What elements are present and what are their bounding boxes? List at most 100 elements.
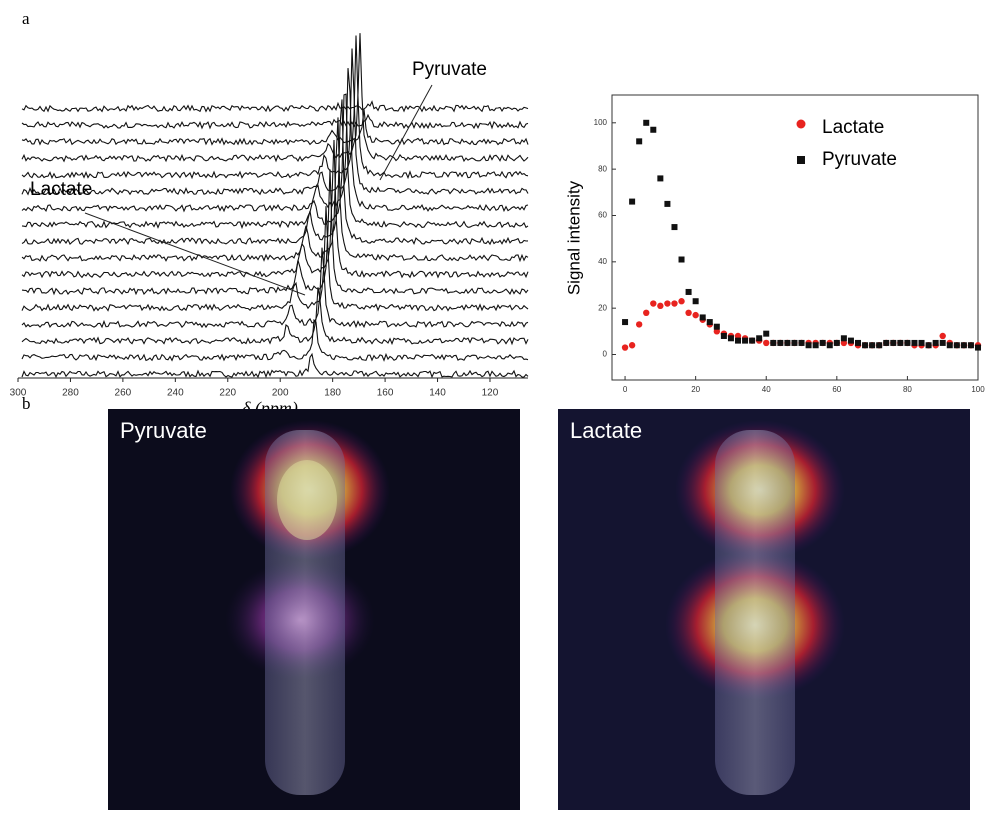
point: [960, 342, 967, 349]
spectrum-trace: [21, 169, 529, 296]
point: [628, 342, 636, 349]
point: [784, 339, 791, 346]
point: [706, 319, 713, 326]
point: [883, 339, 890, 346]
x-tick-label: 0: [623, 385, 628, 394]
panel-label: b: [22, 394, 31, 413]
point: [734, 332, 742, 340]
x-tick-label: 240: [167, 388, 184, 399]
legend-marker: [797, 156, 805, 164]
plot-frame: [611, 94, 979, 381]
point: [869, 342, 876, 349]
y-tick-label: 60: [598, 211, 607, 220]
spectrum-trace: [21, 206, 529, 312]
point: [664, 200, 671, 207]
mri-image: Pyruvate: [108, 409, 520, 810]
point: [678, 256, 685, 263]
point: [805, 342, 812, 349]
point: [671, 300, 678, 307]
leader-line: [84, 212, 306, 296]
point: [685, 309, 692, 317]
spectrum-trace: [21, 100, 529, 113]
point: [904, 339, 911, 346]
spectrum-trace: [21, 109, 529, 146]
x-tick-label: 200: [272, 388, 289, 399]
point: [770, 339, 777, 346]
point: [622, 319, 629, 326]
point: [855, 339, 861, 346]
spectrum-trace: [21, 139, 529, 279]
point: [925, 342, 932, 349]
spectrum-trace: [21, 99, 529, 246]
point: [692, 298, 699, 305]
image-label: Pyruvate: [120, 418, 207, 443]
point: [833, 339, 840, 346]
x-tick-label: 40: [762, 385, 771, 394]
x-tick-label: 160: [377, 388, 394, 399]
y-tick-label: 100: [594, 118, 608, 127]
point: [685, 288, 692, 295]
spectrum-trace: [21, 48, 529, 196]
point: [621, 344, 629, 351]
point: [911, 339, 918, 346]
spectrum-trace: [21, 318, 529, 362]
x-tick-label: 100: [971, 385, 985, 394]
legend-label: Lactate: [822, 117, 884, 138]
point: [657, 175, 664, 182]
x-tick-label: 120: [482, 388, 499, 399]
point: [643, 309, 650, 317]
point: [812, 342, 819, 349]
point: [791, 339, 798, 346]
point: [967, 342, 974, 349]
x-tick-label: 220: [219, 388, 236, 399]
point: [876, 342, 883, 349]
point: [699, 314, 706, 321]
point: [678, 298, 685, 305]
spectrum-trace: [21, 35, 529, 180]
y-tick-label: 0: [603, 350, 608, 359]
point: [713, 323, 720, 330]
point: [671, 224, 678, 231]
point: [840, 335, 847, 342]
point: [798, 339, 805, 346]
point: [939, 332, 946, 340]
point: [720, 332, 727, 339]
point: [692, 311, 699, 319]
point: [635, 321, 643, 328]
x-tick-label: 180: [324, 388, 341, 399]
legend-label: Pyruvate: [822, 149, 897, 170]
x-tick-label: 140: [429, 388, 446, 399]
point: [763, 330, 770, 337]
x-tick-label: 280: [62, 388, 79, 399]
annotation: Lactate: [30, 179, 92, 200]
spectrum-trace: [21, 113, 529, 130]
x-tick-label: 260: [115, 388, 132, 399]
spectrum-trace: [21, 93, 529, 230]
point: [819, 339, 826, 346]
point: [629, 198, 636, 205]
x-tick-label: 80: [903, 385, 912, 394]
x-tick-label: 300: [10, 388, 27, 399]
spectrum-trace: [21, 352, 529, 379]
point: [636, 138, 643, 145]
point: [657, 302, 664, 310]
y-axis-label: Signal intensity: [564, 180, 583, 295]
point: [918, 339, 925, 346]
point: [826, 342, 833, 349]
panel-label: a: [22, 9, 30, 28]
y-tick-label: 20: [598, 303, 607, 312]
point: [953, 342, 960, 349]
point: [777, 339, 784, 346]
scatter-panel: 020406080100020406080100Time (s)Signal i…: [564, 94, 985, 428]
point: [862, 342, 869, 349]
legend-marker: [796, 119, 806, 129]
point: [742, 337, 749, 344]
x-tick-label: 60: [832, 385, 841, 394]
spectrum-trace: [21, 33, 529, 163]
y-tick-label: 80: [598, 164, 607, 173]
point: [890, 339, 897, 346]
point: [643, 119, 650, 126]
point: [749, 337, 756, 344]
